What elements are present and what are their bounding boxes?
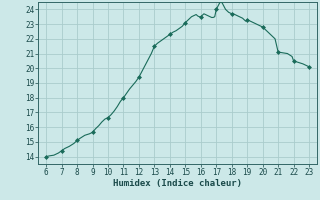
X-axis label: Humidex (Indice chaleur): Humidex (Indice chaleur) <box>113 179 242 188</box>
